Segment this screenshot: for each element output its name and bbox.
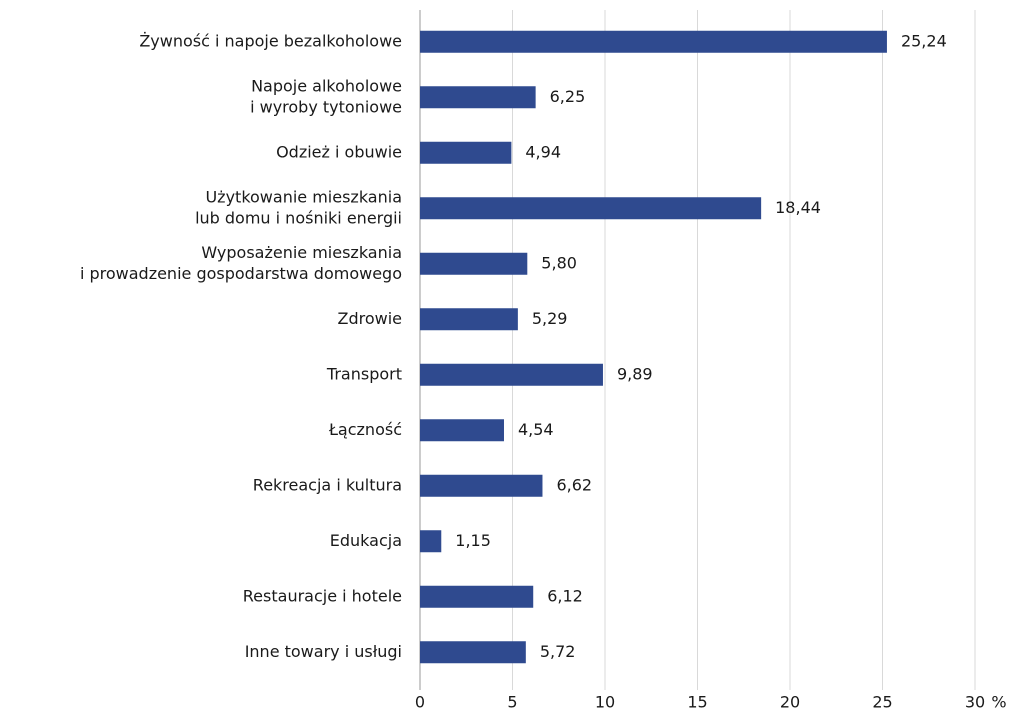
y-tick-label: Odzież i obuwie — [276, 142, 402, 161]
value-label: 4,54 — [518, 420, 554, 439]
bar — [420, 252, 528, 275]
x-unit: % — [991, 693, 1006, 712]
bar — [420, 86, 536, 109]
bar — [420, 585, 534, 608]
y-tick-label: Żywność i napoje bezalkoholowe — [139, 31, 402, 50]
x-tick-label: 0 — [415, 693, 425, 712]
value-label: 5,80 — [541, 253, 577, 272]
bar — [420, 141, 512, 164]
bar — [420, 530, 442, 553]
value-label: 6,25 — [550, 87, 586, 106]
y-tick-label: i wyroby tytoniowe — [250, 97, 402, 116]
x-tick-label: 5 — [507, 693, 517, 712]
value-label: 18,44 — [775, 198, 821, 217]
value-label: 5,72 — [540, 642, 576, 661]
value-label: 9,89 — [617, 364, 653, 383]
value-label: 6,62 — [556, 475, 592, 494]
value-label: 25,24 — [901, 31, 947, 50]
x-tick-label: 25 — [872, 693, 892, 712]
value-label: 6,12 — [547, 586, 583, 605]
y-tick-label: Użytkowanie mieszkania — [205, 187, 402, 206]
value-label: 4,94 — [525, 142, 561, 161]
bar — [420, 308, 518, 331]
y-tick-label: Wyposażenie mieszkania — [201, 243, 402, 262]
y-tick-label: Restauracje i hotele — [243, 586, 402, 605]
y-tick-label: Inne towary i usługi — [245, 642, 402, 661]
x-tick-label: 30 — [965, 693, 985, 712]
value-label: 1,15 — [455, 531, 491, 550]
bar — [420, 419, 504, 442]
x-tick-label: 10 — [595, 693, 615, 712]
bar — [420, 474, 543, 497]
bar — [420, 30, 887, 53]
bar — [420, 363, 603, 386]
y-tick-label: lub domu i nośniki energii — [195, 208, 402, 227]
y-tick-label: Napoje alkoholowe — [251, 76, 402, 95]
y-tick-label: i prowadzenie gospodarstwa domowego — [80, 264, 402, 283]
y-tick-label: Rekreacja i kultura — [253, 475, 402, 494]
bar — [420, 197, 762, 220]
value-label: 5,29 — [532, 309, 568, 328]
x-tick-label: 15 — [687, 693, 707, 712]
y-tick-label: Edukacja — [330, 531, 402, 550]
y-tick-label: Łączność — [328, 420, 402, 439]
y-tick-label: Zdrowie — [337, 309, 402, 328]
bar — [420, 641, 526, 664]
y-tick-label: Transport — [326, 364, 402, 383]
x-tick-label: 20 — [780, 693, 800, 712]
